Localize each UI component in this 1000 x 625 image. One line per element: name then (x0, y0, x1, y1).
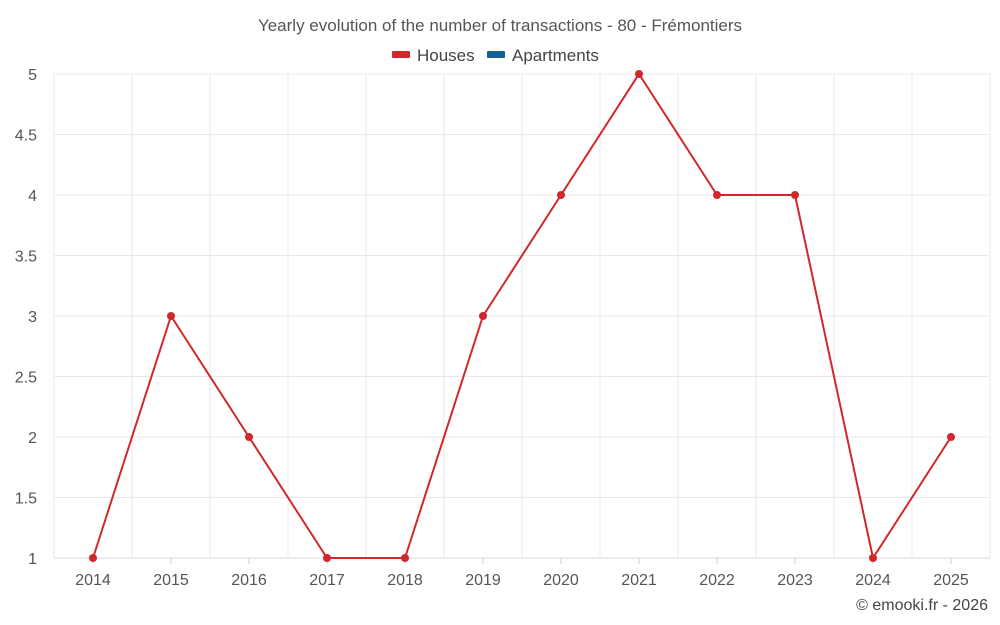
y-tick-label: 5 (28, 67, 37, 84)
y-tick-label: 1 (28, 551, 37, 568)
data-point-houses[interactable] (947, 433, 955, 441)
x-tick-label: 2018 (387, 572, 423, 589)
y-tick-label: 4.5 (15, 128, 37, 145)
data-point-houses[interactable] (869, 554, 877, 562)
y-tick-label: 1.5 (15, 491, 37, 508)
x-tick-label: 2019 (465, 572, 501, 589)
y-tick-label: 3.5 (15, 249, 37, 266)
data-point-houses[interactable] (323, 554, 331, 562)
legend-item-houses[interactable]: Houses (392, 46, 475, 65)
x-tick-label: 2024 (855, 572, 891, 589)
y-tick-label: 4 (28, 188, 37, 205)
data-point-houses[interactable] (635, 70, 643, 78)
data-point-houses[interactable] (401, 554, 409, 562)
chart-title: Yearly evolution of the number of transa… (258, 16, 742, 35)
data-point-houses[interactable] (557, 191, 565, 199)
x-tick-label: 2015 (153, 572, 189, 589)
legend-swatch-houses (392, 51, 410, 58)
data-point-houses[interactable] (89, 554, 97, 562)
x-tick-label: 2016 (231, 572, 267, 589)
x-tick-label: 2022 (699, 572, 735, 589)
x-tick-label: 2021 (621, 572, 657, 589)
legend-swatch-apartments (487, 51, 505, 58)
grid (53, 73, 991, 559)
data-point-houses[interactable] (479, 312, 487, 320)
legend-label-apartments: Apartments (512, 46, 599, 65)
x-tick-label: 2014 (75, 572, 111, 589)
data-point-houses[interactable] (713, 191, 721, 199)
x-tick-label: 2020 (543, 572, 579, 589)
series-houses (89, 70, 955, 562)
x-axis-ticks: 2014 2015 2016 2017 2018 2019 2020 2021 2022 2023… (75, 558, 969, 589)
data-point-houses[interactable] (245, 433, 253, 441)
series-line-houses (92, 73, 952, 559)
y-axis-ticks: 1 1.5 2 2.5 3 3.5 4 4.5 5 (15, 67, 37, 568)
legend-label-houses: Houses (417, 46, 475, 65)
legend-item-apartments[interactable]: Apartments (487, 46, 599, 65)
data-point-houses[interactable] (167, 312, 175, 320)
x-tick-label: 2025 (933, 572, 969, 589)
legend: Houses Apartments (392, 46, 599, 65)
credit-text: © emooki.fr - 2026 (856, 597, 988, 614)
y-tick-label: 2 (28, 430, 37, 447)
y-tick-label: 3 (28, 309, 37, 326)
x-tick-label: 2017 (309, 572, 345, 589)
x-tick-label: 2023 (777, 572, 813, 589)
y-tick-label: 2.5 (15, 370, 37, 387)
data-point-houses[interactable] (791, 191, 799, 199)
